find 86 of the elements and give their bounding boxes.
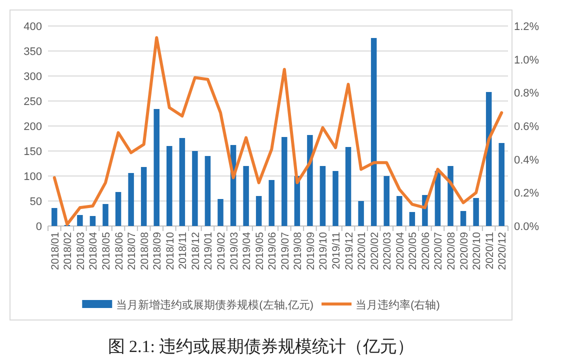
y-tick-label: 200 bbox=[24, 121, 42, 133]
x-tick-label: 2018/07 bbox=[126, 232, 138, 270]
x-tick-label: 2018/02 bbox=[62, 232, 74, 270]
x-tick-label: 2020/04 bbox=[394, 232, 406, 270]
x-tick-label: 2019/08 bbox=[292, 232, 304, 270]
bar bbox=[90, 216, 96, 226]
bar bbox=[498, 143, 504, 226]
x-tick-label: 2020/09 bbox=[458, 232, 470, 270]
bar bbox=[384, 176, 390, 226]
y2-tick-label: 0.6% bbox=[514, 121, 540, 133]
x-tick-label: 2019/05 bbox=[254, 232, 266, 270]
bar bbox=[154, 109, 160, 226]
y-tick-label: 0 bbox=[36, 221, 42, 233]
x-tick-label: 2020/07 bbox=[432, 232, 445, 270]
legend-label: 当月新增违约或展期债券规模(左轴,亿元) bbox=[116, 298, 314, 312]
bar bbox=[128, 173, 134, 226]
bar bbox=[473, 198, 479, 226]
bar bbox=[166, 146, 172, 226]
y-tick-label: 250 bbox=[24, 96, 42, 108]
x-tick-label: 2020/05 bbox=[407, 232, 420, 270]
x-tick-label: 2020/10 bbox=[471, 232, 484, 270]
bar bbox=[77, 215, 83, 226]
x-tick-label: 2020/11 bbox=[484, 232, 496, 270]
bar bbox=[396, 196, 402, 226]
y2-tick-label: 1.0% bbox=[514, 54, 540, 66]
bar bbox=[140, 167, 147, 226]
bar bbox=[268, 180, 274, 226]
bar bbox=[52, 208, 58, 226]
bar bbox=[192, 151, 198, 226]
bar bbox=[204, 156, 211, 226]
y-tick-label: 50 bbox=[30, 196, 42, 208]
bar bbox=[243, 166, 249, 226]
x-tick-label: 2020/08 bbox=[446, 232, 458, 270]
bar bbox=[256, 196, 262, 226]
x-tick-label: 2019/09 bbox=[304, 232, 317, 270]
bar bbox=[345, 147, 352, 226]
x-tick-label: 2018/04 bbox=[88, 232, 100, 270]
x-tick-label: 2019/07 bbox=[279, 232, 292, 270]
x-tick-label: 2018/08 bbox=[138, 232, 151, 270]
bar bbox=[448, 166, 454, 226]
x-tick-label: 2018/12 bbox=[190, 232, 202, 270]
legend-label: 当月违约率(右轴) bbox=[356, 298, 440, 312]
y-tick-label: 100 bbox=[24, 171, 42, 183]
bar bbox=[282, 137, 288, 226]
x-tick-label: 2020/06 bbox=[420, 232, 432, 270]
y2-tick-label: 0.8% bbox=[514, 88, 540, 100]
bar bbox=[358, 201, 364, 226]
caption: 图 2.1: 违约或展期债券规模统计（亿元） bbox=[108, 337, 414, 356]
bar bbox=[370, 38, 377, 226]
x-tick-label: 2020/03 bbox=[382, 232, 394, 270]
y2-tick-label: 0.2% bbox=[514, 188, 540, 200]
x-tick-label: 2020/01 bbox=[356, 232, 368, 270]
x-tick-label: 2018/06 bbox=[113, 232, 126, 270]
x-tick-label: 2019/01 bbox=[202, 232, 215, 270]
line-series bbox=[52, 36, 504, 226]
bar bbox=[179, 138, 186, 226]
y-tick-label: 400 bbox=[24, 21, 42, 33]
bar bbox=[115, 192, 122, 226]
bar bbox=[320, 166, 326, 226]
x-tick-label: 2018/01 bbox=[49, 232, 62, 270]
x-tick-label: 2020/12 bbox=[496, 232, 509, 270]
y2-tick-label: 0.0% bbox=[514, 221, 540, 233]
bar bbox=[460, 211, 466, 226]
x-tick-label: 2019/12 bbox=[343, 232, 356, 270]
bar bbox=[332, 171, 338, 226]
x-tick-label: 2019/02 bbox=[216, 232, 228, 270]
x-tick-label: 2018/05 bbox=[100, 232, 112, 270]
x-tick-label: 2018/11 bbox=[177, 232, 190, 270]
bar bbox=[218, 199, 224, 226]
x-tick-label: 2018/10 bbox=[164, 232, 176, 270]
bar bbox=[307, 135, 313, 226]
x-tick-label: 2018/09 bbox=[152, 232, 164, 270]
y-tick-label: 350 bbox=[24, 46, 42, 58]
y2-tick-label: 0.4% bbox=[514, 154, 540, 166]
bar bbox=[102, 204, 108, 226]
bar bbox=[409, 212, 416, 226]
x-tick-label: 2019/03 bbox=[228, 232, 240, 270]
x-tick-label: 2018/03 bbox=[74, 232, 87, 270]
x-tick-label: 2019/10 bbox=[318, 232, 330, 270]
y-tick-label: 300 bbox=[24, 71, 42, 83]
y2-tick-label: 1.2% bbox=[514, 21, 540, 33]
x-tick-label: 2020/02 bbox=[368, 232, 381, 270]
x-tick-label: 2019/06 bbox=[266, 232, 279, 270]
x-tick-label: 2019/11 bbox=[330, 232, 342, 270]
x-tick-label: 2019/04 bbox=[241, 232, 254, 270]
y-tick-label: 150 bbox=[24, 146, 42, 158]
